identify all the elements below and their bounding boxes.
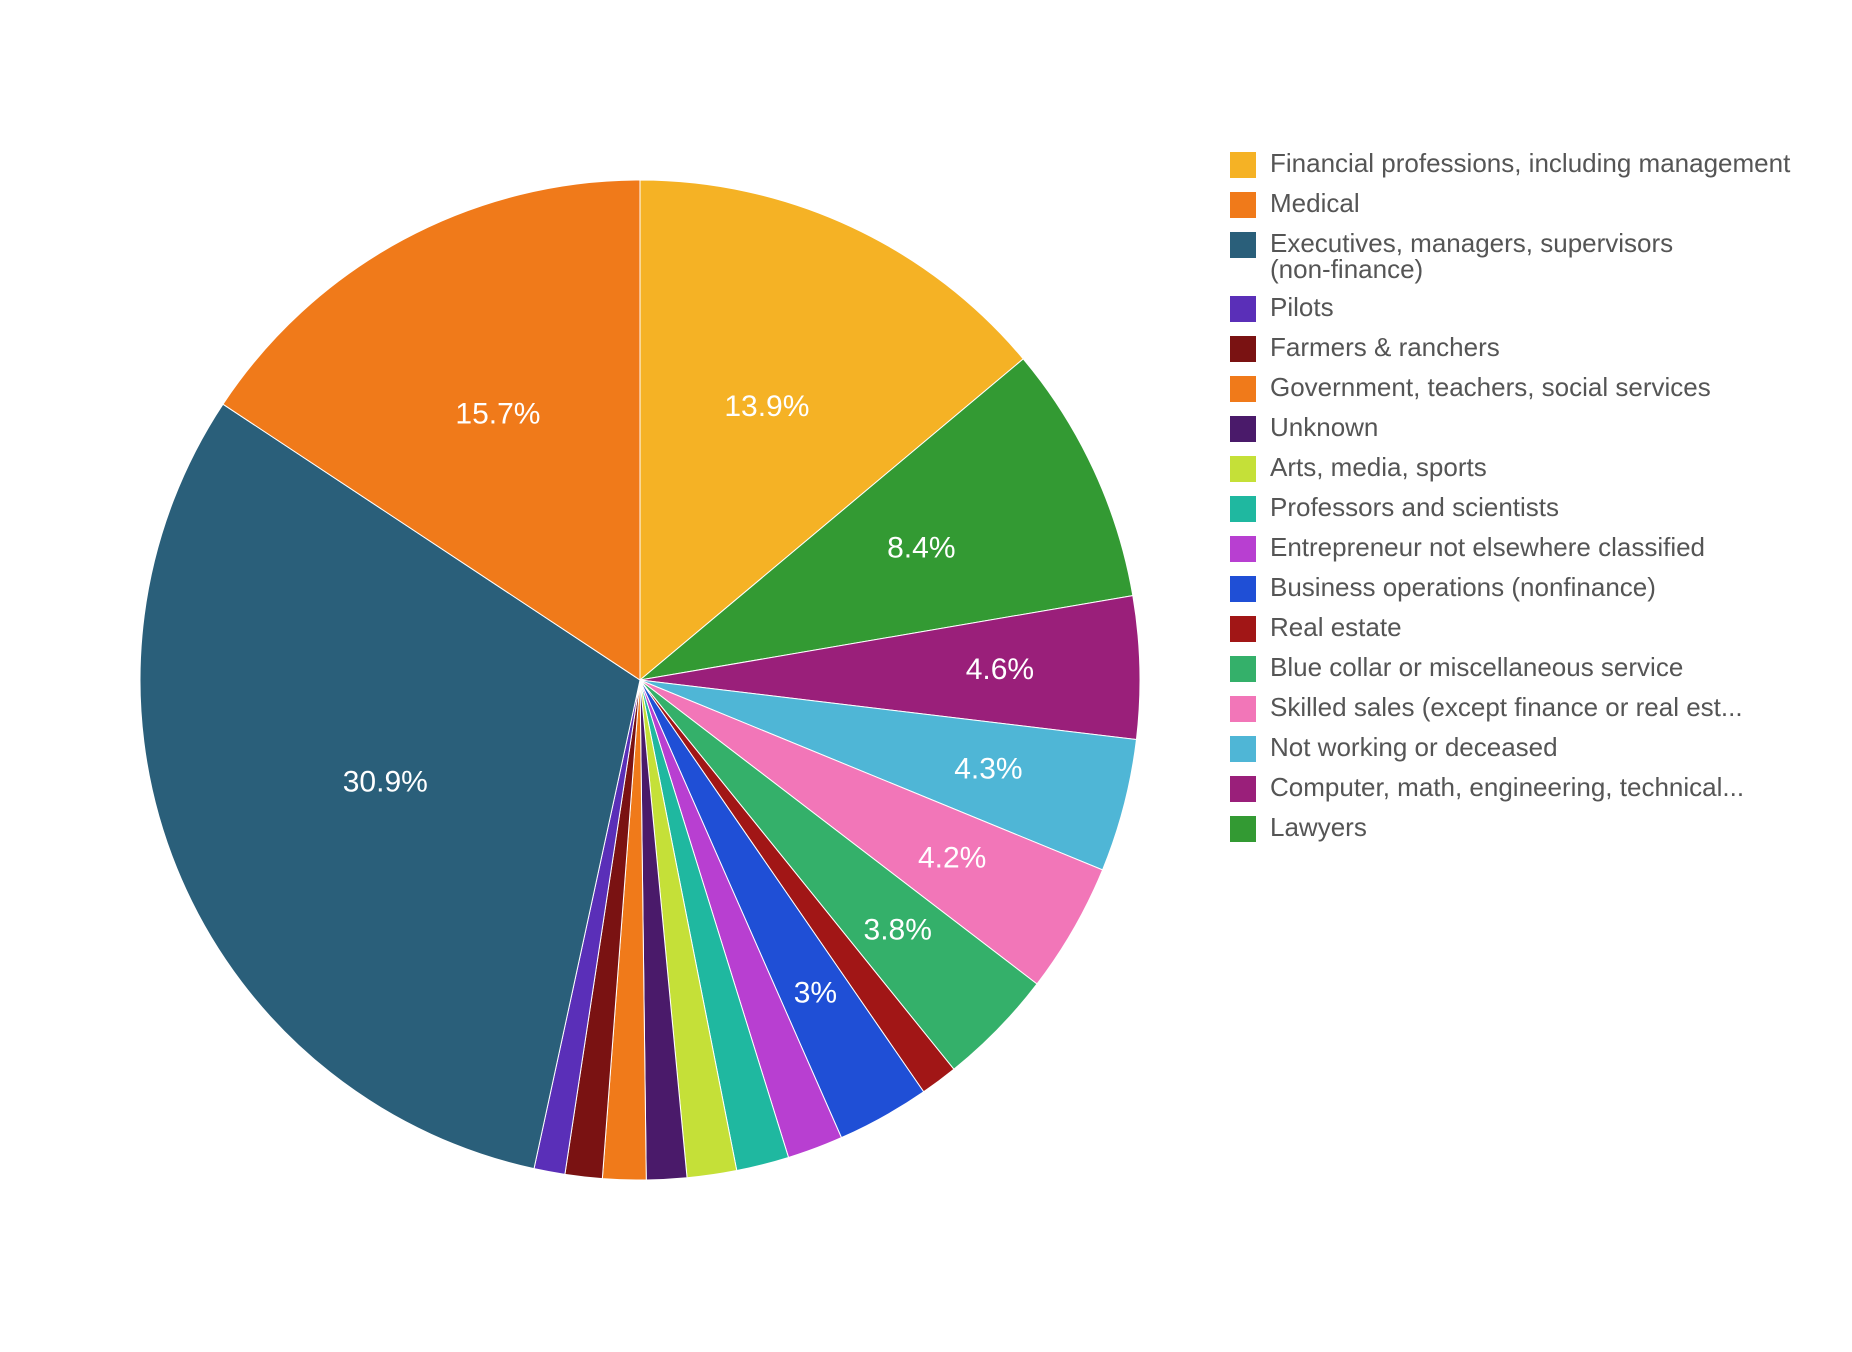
pie-slice-label: 30.9% xyxy=(343,766,428,799)
legend-label: Professors and scientists xyxy=(1270,494,1559,520)
legend-label: Medical xyxy=(1270,190,1360,216)
legend-item: Business operations (nonfinance) xyxy=(1230,574,1790,602)
legend-label: Pilots xyxy=(1270,294,1334,320)
legend-item: Farmers & ranchers xyxy=(1230,334,1790,362)
legend-label: Arts, media, sports xyxy=(1270,454,1487,480)
legend-item: Blue collar or miscellaneous service xyxy=(1230,654,1790,682)
legend-swatch xyxy=(1230,456,1256,482)
legend-label: Government, teachers, social services xyxy=(1270,374,1711,400)
legend-item: Not working or deceased xyxy=(1230,734,1790,762)
legend-item: Pilots xyxy=(1230,294,1790,322)
legend-swatch xyxy=(1230,696,1256,722)
pie-slice-label: 4.2% xyxy=(918,841,986,874)
legend-label: Financial professions, including managem… xyxy=(1270,150,1790,176)
legend-swatch xyxy=(1230,496,1256,522)
legend-swatch xyxy=(1230,296,1256,322)
legend-item: Financial professions, including managem… xyxy=(1230,150,1790,178)
legend-swatch xyxy=(1230,656,1256,682)
legend-label: Business operations (nonfinance) xyxy=(1270,574,1656,600)
pie-slice-label: 3% xyxy=(794,976,837,1009)
legend-swatch xyxy=(1230,776,1256,802)
pie-slice-label: 15.7% xyxy=(455,398,540,431)
legend-label: Lawyers xyxy=(1270,814,1367,840)
legend-swatch xyxy=(1230,232,1256,258)
legend-item: Entrepreneur not elsewhere classified xyxy=(1230,534,1790,562)
pie-slice-label: 4.3% xyxy=(954,753,1022,786)
legend-swatch xyxy=(1230,376,1256,402)
legend-label: Real estate xyxy=(1270,614,1402,640)
legend-item: Computer, math, engineering, technical..… xyxy=(1230,774,1790,802)
legend-label: Farmers & ranchers xyxy=(1270,334,1500,360)
legend: Financial professions, including managem… xyxy=(1230,150,1790,854)
pie-slice-label: 8.4% xyxy=(887,532,955,565)
legend-swatch xyxy=(1230,576,1256,602)
legend-item: Medical xyxy=(1230,190,1790,218)
legend-label: Skilled sales (except finance or real es… xyxy=(1270,694,1743,720)
legend-label: Executives, managers, supervisors (non-f… xyxy=(1270,230,1673,282)
legend-item: Professors and scientists xyxy=(1230,494,1790,522)
pie-slice-label: 3.8% xyxy=(864,913,932,946)
legend-swatch xyxy=(1230,192,1256,218)
legend-swatch xyxy=(1230,152,1256,178)
legend-item: Skilled sales (except finance or real es… xyxy=(1230,694,1790,722)
legend-swatch xyxy=(1230,736,1256,762)
legend-label: Entrepreneur not elsewhere classified xyxy=(1270,534,1705,560)
legend-swatch xyxy=(1230,816,1256,842)
legend-label: Computer, math, engineering, technical..… xyxy=(1270,774,1744,800)
legend-item: Government, teachers, social services xyxy=(1230,374,1790,402)
legend-swatch xyxy=(1230,416,1256,442)
legend-label: Not working or deceased xyxy=(1270,734,1558,760)
legend-swatch xyxy=(1230,616,1256,642)
legend-item: Executives, managers, supervisors (non-f… xyxy=(1230,230,1790,282)
legend-item: Unknown xyxy=(1230,414,1790,442)
pie-slice-label: 4.6% xyxy=(966,653,1034,686)
legend-item: Arts, media, sports xyxy=(1230,454,1790,482)
legend-item: Lawyers xyxy=(1230,814,1790,842)
legend-label: Unknown xyxy=(1270,414,1378,440)
legend-item: Real estate xyxy=(1230,614,1790,642)
pie-slice-label: 13.9% xyxy=(724,390,809,423)
legend-swatch xyxy=(1230,336,1256,362)
legend-label: Blue collar or miscellaneous service xyxy=(1270,654,1683,680)
legend-swatch xyxy=(1230,536,1256,562)
pie-chart-container: 13.9% 8.4% 4.6% 4.3% 4.2% 3.8% 3% 30.9% 15.7% Fi… xyxy=(0,0,1852,1352)
